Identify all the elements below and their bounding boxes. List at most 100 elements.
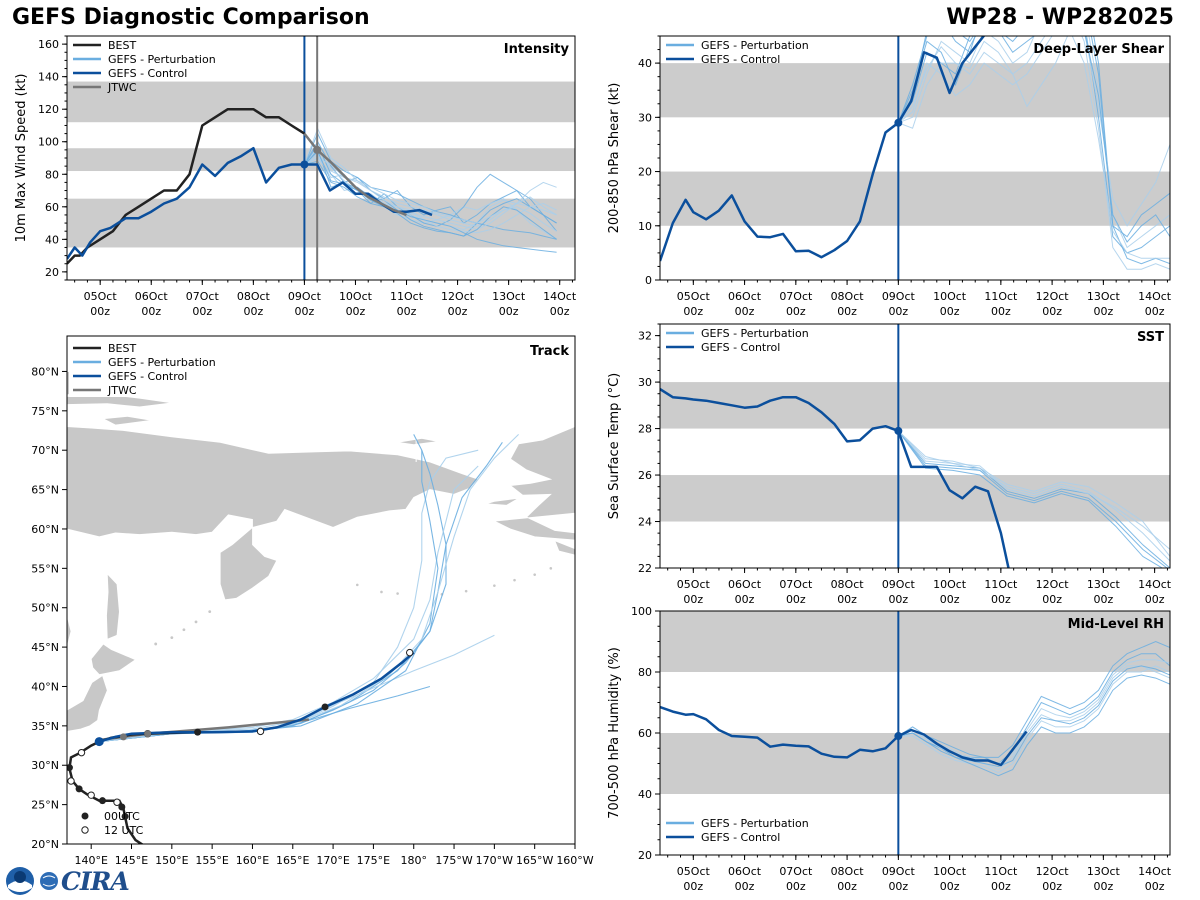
shear-ytick-label: 40	[638, 57, 652, 70]
shear-xtick-label: 00z	[1145, 305, 1165, 318]
shear-perturbation-line	[897, 36, 1170, 259]
rh-xtick-label: 00z	[1093, 880, 1113, 893]
sst-xtick-label: 00z	[786, 593, 806, 606]
shear-perturbation-line	[898, 36, 1170, 249]
shear-xtick-label: 00z	[786, 305, 806, 318]
intensity-series-jtwc	[303, 132, 407, 217]
aleutian-island	[380, 590, 383, 594]
intensity-title: Intensity	[504, 42, 570, 57]
intensity-ytick-label: 60	[45, 201, 59, 214]
rh-xtick-label: 00z	[940, 880, 960, 893]
track-ytick-label: 70°N	[31, 444, 59, 457]
rh-xtick-label: 09Oct	[882, 865, 916, 878]
track-xtick-label: 170°W	[476, 854, 513, 867]
intensity-xtick-label: 00z	[499, 305, 519, 318]
intensity-panel: 20 40 60 80 100 120 140 160 05Oct 00z 06Oct 00z 07Oc…	[14, 35, 577, 318]
intensity-legend-label: BEST	[108, 39, 136, 52]
aleutian-island	[355, 583, 359, 587]
shear-xtick-label: 13Oct	[1087, 290, 1121, 303]
shear-perturbation-line	[898, 36, 1170, 227]
track-ytick-label: 25°N	[31, 799, 59, 812]
alaska-land	[492, 426, 575, 541]
intensity-legend-label: GEFS - Control	[108, 67, 187, 80]
shear-xtick-label: 12Oct	[1036, 290, 1070, 303]
shear-xtick-label: 00z	[1093, 305, 1113, 318]
rh-xtick-label: 00z	[837, 880, 857, 893]
intensity-xtick-label: 11Oct	[390, 290, 424, 303]
track-best-12utc-point	[77, 748, 86, 757]
intensity-xtick-label: 14Oct	[543, 290, 577, 303]
track-xtick-label: 165°W	[516, 854, 553, 867]
intensity-xtick-label: 06Oct	[135, 290, 169, 303]
track-point-legend-label: 00UTC	[104, 810, 140, 823]
shear-ytick-label: 0	[645, 274, 652, 287]
rh-xtick-label: 07Oct	[779, 865, 813, 878]
intensity-ytick-label: 140	[38, 71, 59, 84]
shear-title: Deep-Layer Shear	[1033, 42, 1164, 57]
track-legend-bg	[69, 355, 229, 369]
rh-shade-band	[660, 611, 1170, 672]
track-ytick-label: 30°N	[31, 759, 59, 772]
kuril-island	[194, 620, 198, 624]
intensity-ytick-label: 40	[45, 233, 59, 246]
shear-xtick-label: 00z	[888, 305, 908, 318]
rh-legend-label: GEFS - Control	[701, 831, 780, 844]
intensity-xtick-label: 00z	[397, 305, 417, 318]
track-title: Track	[530, 344, 569, 359]
intensity-xtick-label: 10Oct	[339, 290, 373, 303]
intensity-xtick-label: 13Oct	[492, 290, 526, 303]
shear-xtick-label: 00z	[991, 305, 1011, 318]
sst-xtick-label: 00z	[888, 593, 908, 606]
sst-series-gefs-control	[660, 388, 1010, 568]
sst-legend-label: GEFS - Perturbation	[701, 327, 809, 340]
rh-xtick-label: 06Oct	[728, 865, 762, 878]
track-legend-bg	[69, 341, 229, 355]
sst-xtick-label: 05Oct	[677, 578, 711, 591]
track-xtick-label: 160°W	[556, 854, 593, 867]
primorye-land	[67, 615, 72, 671]
shear-xtick-label: 14Oct	[1138, 290, 1172, 303]
sst-perturbation-line	[897, 430, 1170, 568]
intensity-perturbation-line	[304, 160, 557, 237]
noaa-icon	[6, 867, 34, 895]
rh-init-point	[894, 732, 903, 741]
rh-xtick-label: 00z	[888, 880, 908, 893]
aleutian-island	[464, 589, 468, 593]
rh-xtick-label: 05Oct	[677, 865, 711, 878]
shear-perturbation-line	[897, 36, 1170, 243]
shear-xtick-label: 11Oct	[984, 290, 1018, 303]
track-jtwc-point	[119, 733, 127, 741]
sst-xtick-label: 07Oct	[779, 578, 813, 591]
intensity-ylabel: 10m Max Wind Speed (kt)	[14, 74, 29, 243]
rh-panel: 20 40 60 80 100 05Oct 00z 06Oct 00z 07Oct 00z 08Oct…	[607, 605, 1172, 893]
rh-xtick-label: 14Oct	[1138, 865, 1172, 878]
intensity-xtick-label: 12Oct	[441, 290, 475, 303]
shear-xtick-label: 00z	[837, 305, 857, 318]
intensity-perturbation-line	[303, 127, 557, 232]
rh-ytick-label: 100	[631, 605, 652, 618]
intensity-xtick-label: 00z	[90, 305, 110, 318]
rh-xtick-label: 11Oct	[984, 865, 1018, 878]
aleutian-island	[549, 567, 553, 570]
rh-perturbation-line	[898, 665, 1170, 768]
shear-panel: 0 10 20 30 40 05Oct 00z 06Oct 00z 07Oct 00z 08Oct 00…	[607, 35, 1172, 318]
rh-shade-band	[660, 733, 1170, 794]
intensity-xtick-label: 00z	[346, 305, 366, 318]
rh-ylabel: 700-500 hPa Humidity (%)	[607, 647, 622, 819]
intensity-perturbation-line	[303, 132, 557, 240]
sst-ylabel: Sea Surface Temp (°C)	[607, 373, 622, 520]
track-ytick-label: 60°N	[31, 523, 59, 536]
sst-xtick-label: 08Oct	[831, 578, 865, 591]
sst-ytick-label: 28	[638, 423, 652, 436]
intensity-ytick-label: 160	[38, 38, 59, 51]
sst-perturbation-line	[897, 430, 1168, 568]
track-best-00utc-point	[75, 785, 83, 793]
sst-xtick-label: 00z	[683, 593, 703, 606]
rh-xtick-label: 00z	[735, 880, 755, 893]
rh-xtick-label: 00z	[1145, 880, 1165, 893]
page-title: GEFS Diagnostic Comparison	[12, 5, 370, 30]
sst-ytick-label: 26	[638, 469, 652, 482]
rh-perturbation-line	[898, 640, 1170, 758]
track-point-legend-label: 12 UTC	[104, 824, 144, 837]
shear-perturbation-line	[897, 36, 1170, 238]
